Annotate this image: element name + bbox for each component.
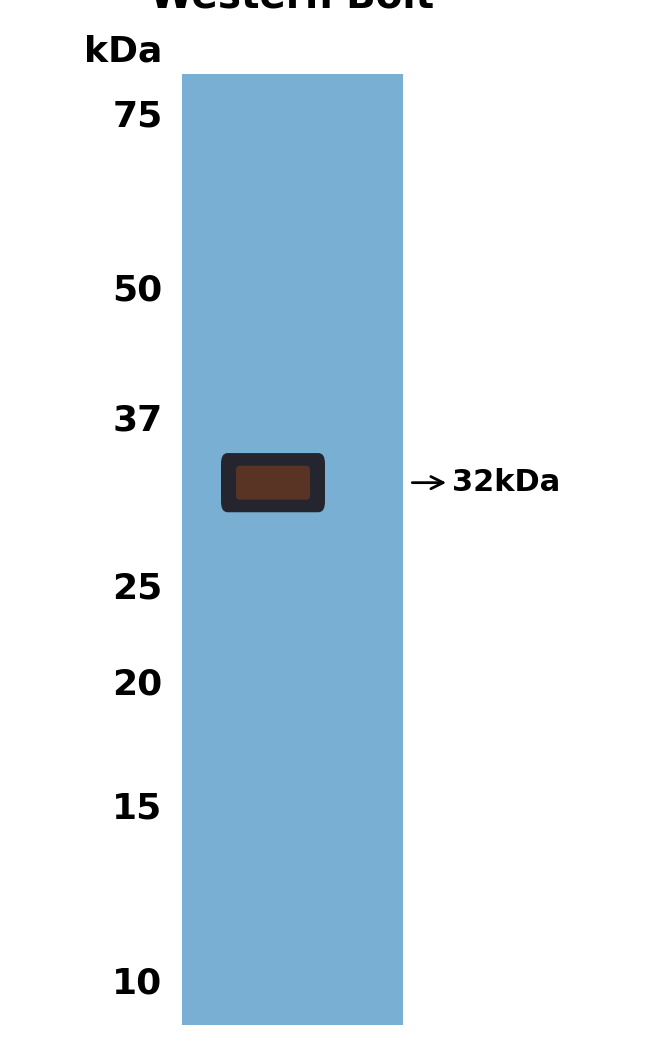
Text: 25: 25 [112, 572, 162, 606]
Text: 75: 75 [112, 99, 162, 133]
Text: Western Bolt: Western Bolt [150, 0, 435, 16]
Text: 37: 37 [112, 403, 162, 438]
Text: 50: 50 [112, 274, 162, 308]
Text: 20: 20 [112, 668, 162, 702]
Text: 15: 15 [112, 792, 162, 826]
Text: 32kDa: 32kDa [412, 468, 560, 497]
Text: 10: 10 [112, 966, 162, 1000]
Text: kDa: kDa [84, 35, 162, 69]
